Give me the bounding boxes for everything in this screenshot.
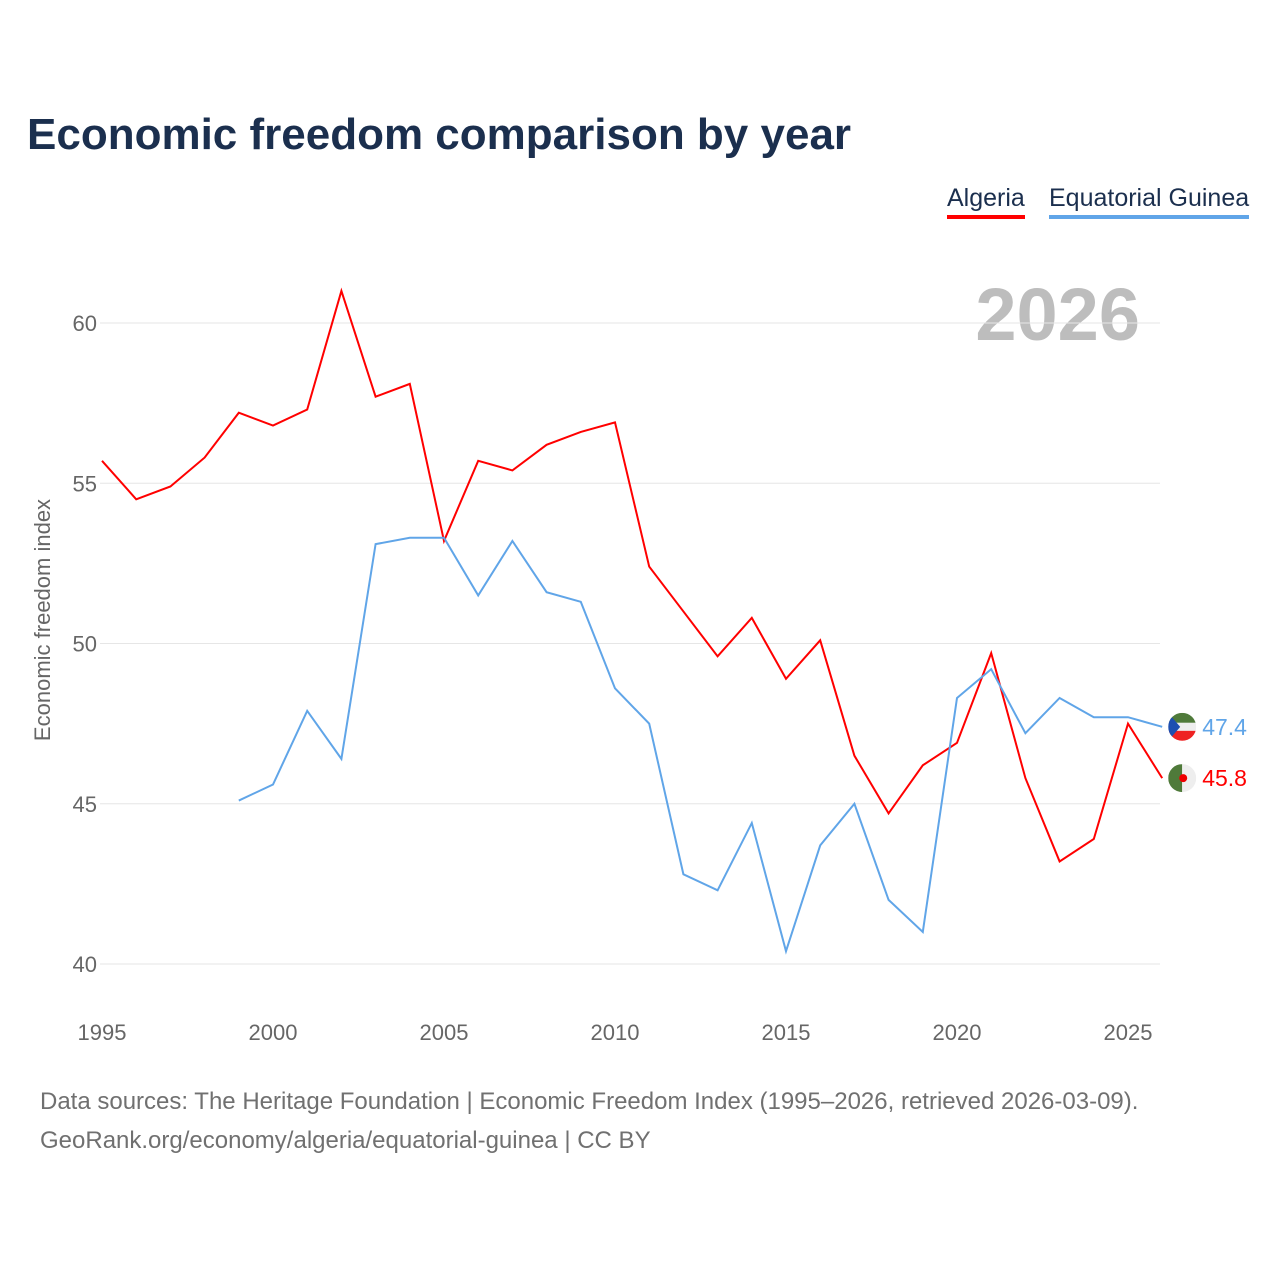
data-point [1091,714,1097,720]
data-point [715,653,721,659]
legend-item-algeria[interactable]: Algeria [947,184,1025,219]
data-point [817,637,823,643]
data-point [441,535,447,541]
data-point [920,762,926,768]
data-point [1022,775,1028,781]
x-tick-label: 2005 [420,1020,469,1045]
data-point [1057,695,1063,701]
y-tick-label: 50 [73,632,97,657]
data-point [920,929,926,935]
data-point [304,407,310,413]
data-point [373,394,379,400]
data-point [544,442,550,448]
data-point [236,410,242,416]
data-point [954,740,960,746]
data-point [817,842,823,848]
data-point [646,721,652,727]
x-tick-label: 2010 [591,1020,640,1045]
data-point [578,599,584,605]
data-point [612,419,618,425]
data-point [544,589,550,595]
y-tick-label: 55 [73,471,97,496]
data-point [851,801,857,807]
data-point [1125,721,1131,727]
data-point [509,538,515,544]
data-point [715,887,721,893]
data-point [749,615,755,621]
series-line-algeria [101,287,1164,863]
data-point [338,288,344,294]
data-point [407,535,413,541]
data-point [988,666,994,672]
y-axis-label: Economic freedom index [30,499,55,741]
legend-item-equatorial-guinea[interactable]: Equatorial Guinea [1049,184,1250,219]
data-point [851,753,857,759]
end-value-label: 45.8 [1202,765,1247,791]
data-point [1091,836,1097,842]
data-point [612,685,618,691]
data-point [270,423,276,429]
footer-url: GeoRank.org/economy/algeria/equatorial-g… [40,1127,651,1154]
data-point [1125,714,1131,720]
data-point [680,871,686,877]
year-watermark: 2026 [975,273,1140,356]
y-tick-label: 40 [73,952,97,977]
data-point [475,458,481,464]
data-point [783,948,789,954]
data-point [783,676,789,682]
data-point [578,429,584,435]
data-point [202,455,208,461]
data-point [373,541,379,547]
data-point [1159,775,1165,781]
data-point [1057,858,1063,864]
data-point [988,650,994,656]
x-tick-label: 2025 [1104,1020,1153,1045]
series-line-equatorial-guinea [238,536,1163,955]
data-point [1022,730,1028,736]
y-tick-label: 45 [73,792,97,817]
line-chart: 2026 40 45 50 55 60 1995 2000 2005 2010 2015 2020 2… [30,273,1247,1045]
data-point [680,608,686,614]
data-point [646,564,652,570]
equatorial-guinea-flag-icon [1168,712,1197,741]
x-tick-label: 1995 [78,1020,127,1045]
end-value-label: 47.4 [1202,714,1247,740]
data-point [954,695,960,701]
x-tick-label: 2015 [762,1020,811,1045]
data-point [99,458,105,464]
data-point [236,798,242,804]
data-point [270,782,276,788]
data-point [167,483,173,489]
data-point [338,756,344,762]
data-point [886,810,892,816]
chart-title: Economic freedom comparison by year [27,110,852,159]
data-point [749,820,755,826]
algeria-flag-icon [1168,764,1197,793]
data-point [133,496,139,502]
data-point [886,897,892,903]
data-point [304,708,310,714]
data-point [475,592,481,598]
data-point [1159,724,1165,730]
data-point [509,467,515,473]
x-tick-label: 2020 [933,1020,982,1045]
x-tick-label: 2000 [249,1020,298,1045]
y-tick-label: 60 [73,311,97,336]
data-point [407,381,413,387]
footer-sources: Data sources: The Heritage Foundation | … [40,1088,1139,1115]
